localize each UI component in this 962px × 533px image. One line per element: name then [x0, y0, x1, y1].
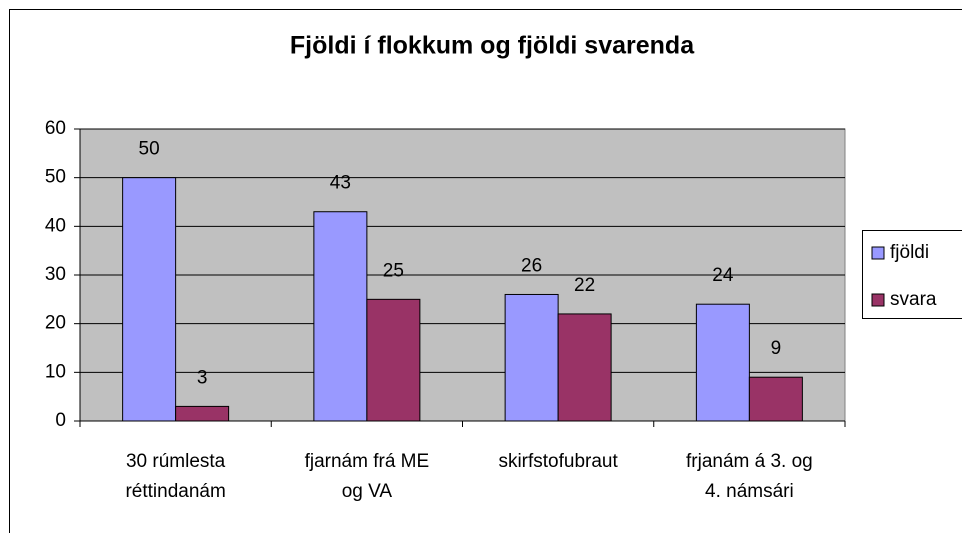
x-tick-label: réttindanám [125, 481, 225, 502]
y-tick-label: 10 [45, 361, 66, 382]
y-tick-label: 20 [45, 313, 66, 334]
x-tick-label: frjanám á 3. og [686, 451, 813, 472]
bar [557, 313, 612, 422]
y-tick-label: 60 [45, 118, 66, 139]
y-tick-label: 30 [45, 264, 66, 285]
legend-label: fjöldi [890, 242, 929, 263]
data-label: 22 [574, 275, 595, 296]
legend-swatch [871, 293, 885, 307]
y-tick-label: 40 [45, 215, 66, 236]
bar [313, 211, 368, 422]
bar [366, 298, 421, 422]
y-tick-label: 50 [45, 167, 66, 188]
bar [175, 405, 230, 422]
bar [504, 293, 559, 422]
x-tick-label: og VA [342, 481, 393, 502]
data-label: 9 [771, 338, 782, 359]
data-label: 3 [197, 367, 208, 388]
legend-swatch [871, 246, 885, 260]
chart-title: Fjöldi í flokkum og fjöldi svarenda [290, 32, 695, 60]
bar [695, 303, 750, 422]
legend-label: svara [890, 289, 937, 310]
y-tick-label: 0 [55, 410, 66, 431]
x-tick-label: fjarnám frá ME [305, 451, 430, 472]
x-tick-label: skirfstofubraut [498, 451, 618, 472]
data-label: 26 [521, 255, 542, 276]
x-tick-label: 4. námsári [705, 481, 794, 502]
data-label: 50 [139, 139, 160, 160]
data-label: 24 [712, 265, 734, 286]
data-label: 25 [383, 260, 404, 281]
bar [122, 177, 177, 422]
bar [748, 376, 803, 422]
x-tick-label: 30 rúmlesta [126, 451, 226, 472]
data-label: 43 [330, 173, 351, 194]
